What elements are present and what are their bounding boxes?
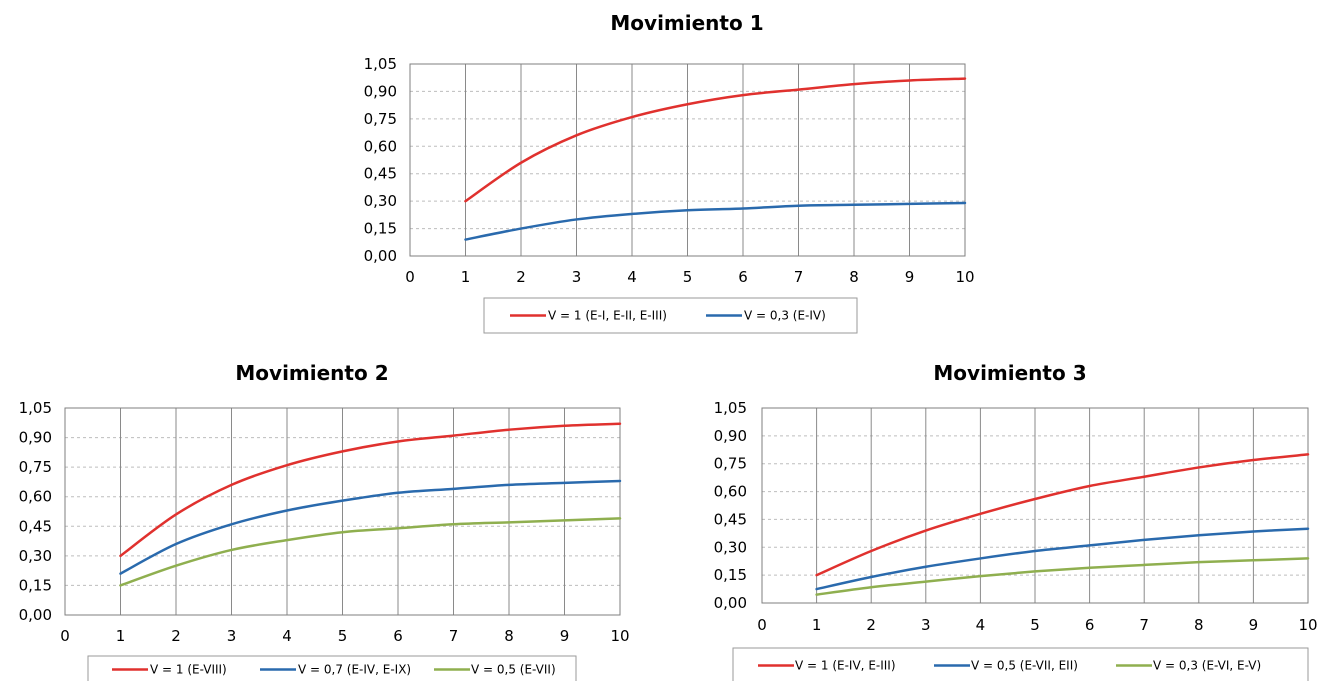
plot-frame bbox=[64, 407, 621, 616]
y-tick-label: 1,05 bbox=[364, 55, 397, 73]
x-tick-label: 0 bbox=[60, 627, 70, 645]
y-tick-label: 0,00 bbox=[19, 606, 52, 624]
x-tick-label: 3 bbox=[921, 616, 931, 634]
plot-frame bbox=[409, 63, 966, 257]
x-tick-label: 2 bbox=[171, 627, 181, 645]
chart-title: Movimiento 1 bbox=[610, 11, 763, 35]
series-line-2 bbox=[464, 201, 967, 241]
legend-label: V = 0,3 (E-VI, E-V) bbox=[1153, 659, 1261, 673]
x-tick-label: 9 bbox=[1249, 616, 1259, 634]
x-tick-label: 7 bbox=[1139, 616, 1149, 634]
x-tick-label: 1 bbox=[812, 616, 822, 634]
x-tick-label: 3 bbox=[572, 268, 582, 286]
x-tick-label: 2 bbox=[866, 616, 876, 634]
x-tick-label: 2 bbox=[516, 268, 526, 286]
y-tick-label: 0,45 bbox=[19, 517, 52, 535]
legend-box bbox=[732, 647, 1309, 681]
chart-3: Movimiento 3 0,00 0,15 0,30 0,45 0,60 0,75 0,90… bbox=[714, 361, 1318, 681]
legend-label: V = 0,3 (E-IV) bbox=[744, 309, 826, 323]
x-tick-label: 1 bbox=[116, 627, 126, 645]
legend-label: V = 1 (E-VIII) bbox=[150, 663, 227, 677]
y-tick-label: 0,60 bbox=[364, 137, 397, 155]
x-tick-label: 8 bbox=[504, 627, 514, 645]
y-tick-label: 0,30 bbox=[364, 192, 397, 210]
series-line-2 bbox=[815, 527, 1310, 591]
y-tick-label: 1,05 bbox=[714, 399, 747, 417]
x-tick-label: 4 bbox=[976, 616, 986, 634]
x-tick-label: 0 bbox=[757, 616, 767, 634]
legend-label: V = 0,5 (E-VII, EII) bbox=[971, 659, 1078, 673]
y-tick-label: 0,15 bbox=[19, 576, 52, 594]
x-tick-label: 8 bbox=[849, 268, 859, 286]
series-line-1 bbox=[815, 453, 1310, 577]
x-tick-label: 1 bbox=[461, 268, 471, 286]
x-tick-label: 6 bbox=[738, 268, 748, 286]
y-tick-label: 0,60 bbox=[714, 483, 747, 501]
y-tick-label: 0,90 bbox=[364, 82, 397, 100]
x-tick-label: 8 bbox=[1194, 616, 1204, 634]
x-tick-label: 0 bbox=[405, 268, 415, 286]
plot-frame bbox=[761, 407, 1309, 604]
x-tick-label: 7 bbox=[449, 627, 459, 645]
x-tick-label: 6 bbox=[393, 627, 403, 645]
x-tick-label: 9 bbox=[560, 627, 570, 645]
x-tick-label: 3 bbox=[227, 627, 237, 645]
series-line-3 bbox=[119, 517, 622, 587]
y-tick-label: 0,45 bbox=[714, 510, 747, 528]
x-tick-label: 7 bbox=[794, 268, 804, 286]
chart-title: Movimiento 3 bbox=[933, 361, 1086, 385]
y-tick-label: 0,75 bbox=[19, 458, 52, 476]
x-tick-label: 10 bbox=[1298, 616, 1317, 634]
legend-box bbox=[87, 655, 577, 681]
x-tick-label: 10 bbox=[955, 268, 974, 286]
x-tick-label: 10 bbox=[610, 627, 629, 645]
y-tick-label: 0,15 bbox=[714, 566, 747, 584]
series-line-2 bbox=[119, 479, 622, 575]
y-tick-label: 0,15 bbox=[364, 220, 397, 238]
chart-title: Movimiento 2 bbox=[235, 361, 388, 385]
y-tick-label: 0,45 bbox=[364, 165, 397, 183]
legend-label: V = 1 (E-I, E-II, E-III) bbox=[548, 309, 667, 323]
series-line-3 bbox=[815, 557, 1310, 596]
chart-2: Movimiento 2 0,00 0,15 0,30 0,45 0,60 0,75 0,90… bbox=[19, 361, 630, 681]
legend-label: V = 0,5 (E-VII) bbox=[471, 663, 556, 677]
y-tick-label: 0,30 bbox=[19, 547, 52, 565]
legend-box bbox=[483, 297, 858, 334]
y-tick-label: 1,05 bbox=[19, 399, 52, 417]
series-line-1 bbox=[119, 422, 622, 558]
x-tick-label: 4 bbox=[627, 268, 637, 286]
series-line-1 bbox=[464, 77, 967, 203]
y-tick-label: 0,90 bbox=[19, 429, 52, 447]
x-tick-label: 5 bbox=[683, 268, 693, 286]
y-tick-label: 0,75 bbox=[714, 455, 747, 473]
y-tick-label: 0,75 bbox=[364, 110, 397, 128]
legend-label: V = 1 (E-IV, E-III) bbox=[795, 659, 896, 673]
y-tick-label: 0,60 bbox=[19, 488, 52, 506]
x-tick-label: 6 bbox=[1085, 616, 1095, 634]
legend-label: V = 0,7 (E-IV, E-IX) bbox=[298, 663, 411, 677]
chart-1: Movimiento 1 0,00 0,15 0,30 0,45 0,60 0,75 0,90… bbox=[364, 11, 975, 334]
y-tick-label: 0,90 bbox=[714, 427, 747, 445]
x-tick-label: 4 bbox=[282, 627, 292, 645]
x-tick-label: 5 bbox=[1030, 616, 1040, 634]
y-tick-label: 0,00 bbox=[364, 247, 397, 265]
x-tick-label: 9 bbox=[905, 268, 915, 286]
y-tick-label: 0,00 bbox=[714, 594, 747, 612]
y-tick-label: 0,30 bbox=[714, 538, 747, 556]
x-tick-label: 5 bbox=[338, 627, 348, 645]
